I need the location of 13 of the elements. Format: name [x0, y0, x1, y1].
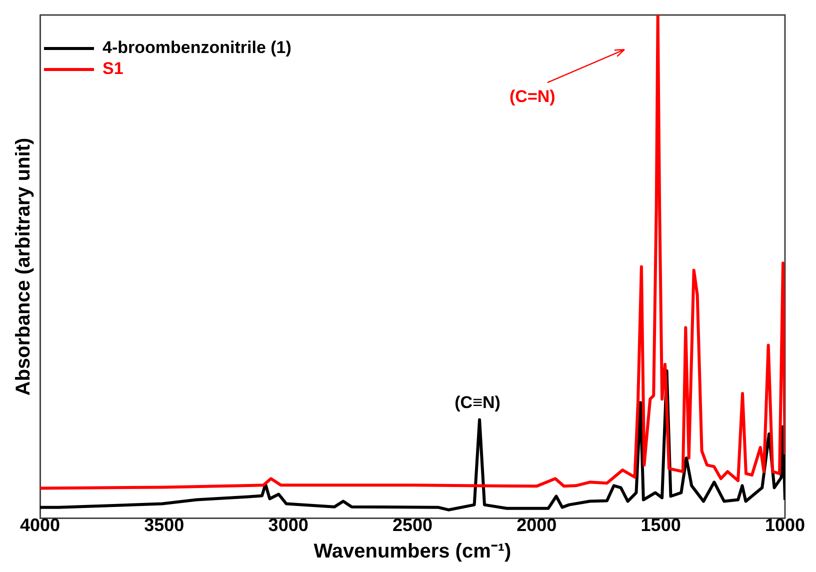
x-tick-label: 3000 [268, 515, 308, 536]
x-tick-label: 2000 [516, 515, 557, 536]
x-tick-label: 3500 [144, 515, 184, 536]
x-tick-label: 1500 [640, 515, 681, 536]
x-tick-label: 4000 [20, 515, 60, 536]
annotation: (C=N) [510, 86, 556, 106]
legend-label: S1 [102, 59, 124, 78]
y-axis-title: Absorbance (arbitrary unit) [12, 138, 35, 396]
legend-label: 4-broombenzonitrile (1) [102, 38, 292, 58]
x-axis-title: Wavenumbers (cm⁻¹) [314, 540, 512, 563]
annotation: (C≡N) [454, 392, 500, 412]
x-tick-label: 2500 [392, 515, 433, 536]
x-tick-label: 1000 [764, 515, 805, 536]
